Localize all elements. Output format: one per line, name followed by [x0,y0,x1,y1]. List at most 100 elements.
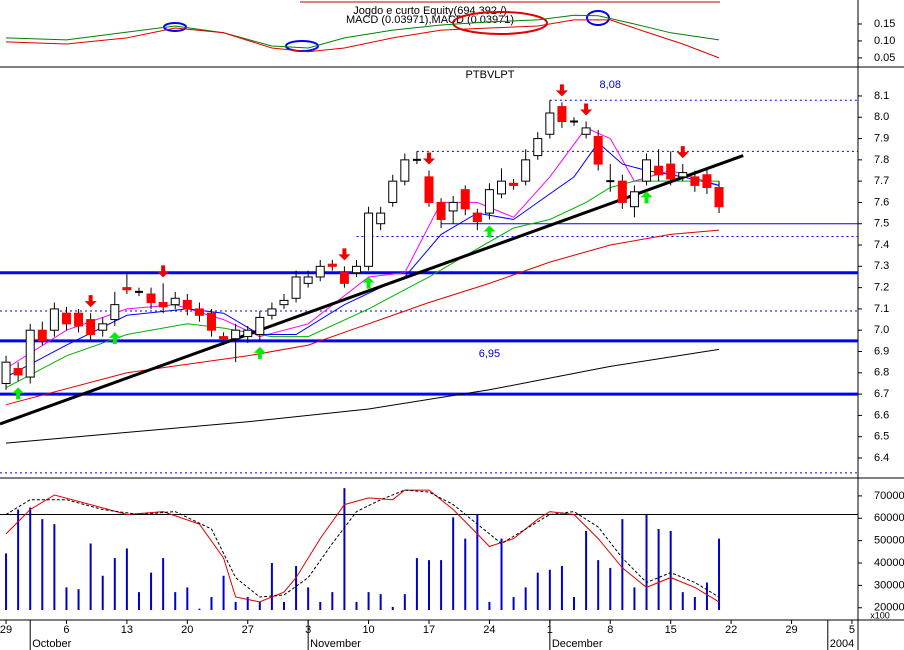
buy-arrow [483,225,496,238]
sell-arrow [423,152,435,165]
y-tick-label: 60000 [874,512,904,524]
x-tick-label: 22 [725,624,737,636]
sell-arrow [676,146,689,159]
y-tick-label: 7.4 [874,239,889,251]
candle-body [629,191,639,208]
series-line [5,348,720,444]
x-tick-label: 29 [0,624,12,636]
annotation: 8,08 [600,79,621,91]
candle-body [25,329,35,378]
buy-arrow [12,387,25,400]
candle-body [424,176,434,203]
sell-arrow [555,84,568,97]
macd-subtitle: MACD (0.03971),MACD (0.03971) [346,14,514,26]
buy-arrow [108,331,121,344]
candle-body [642,159,652,182]
sell-arrow [338,248,351,261]
candle-body [61,312,71,325]
y-tick-label: 7.7 [874,175,889,187]
y-tick-label: 7.1 [874,303,889,315]
candle-body [460,189,470,210]
y-tick-label: 7.8 [874,154,889,166]
x-tick-label: 13 [121,624,133,636]
sell-arrow [84,295,97,308]
candle-body [315,265,325,278]
series-line [5,229,720,406]
candle-body [400,159,410,182]
x-tick-label: 15 [665,624,677,636]
sell-arrow [580,103,593,116]
candle-body [1,361,11,384]
candle-body [86,319,96,335]
x-tick-label: 17 [423,624,435,636]
candle-body [364,212,374,267]
y-tick-label: 7.0 [874,324,889,336]
candle-body [158,302,168,308]
month-label: December [552,638,603,650]
y-tick-label: 6.6 [874,409,889,421]
y-tick-label: 6.5 [874,431,889,443]
y-tick-label: 6.4 [874,452,889,464]
candle-body [351,265,361,274]
candle-body [182,299,192,310]
candle-body [327,263,337,267]
x-tick-label: 6 [63,624,69,636]
x-tick-label: 20 [181,624,193,636]
candle-body [497,180,507,195]
candle-body [714,187,724,208]
candle-body [678,172,688,178]
x-tick-label: 10 [362,624,374,636]
candle-body [49,308,59,331]
candle-body [484,189,494,214]
candle-body [388,180,398,203]
candle-body [666,163,676,180]
x-tick-label: 8 [607,624,613,636]
candle-body [231,329,241,340]
candle-body [702,174,712,189]
candle-body [13,368,23,376]
candle-body [74,312,84,327]
annotation: 6,95 [479,348,500,360]
candle-body [448,201,458,212]
y-tick-label: 7.2 [874,282,889,294]
y-tick-label: 8.0 [874,111,889,123]
highlight-ellipse [452,11,548,35]
y-tick-label: 0.15 [874,18,895,30]
candle-body [267,308,277,316]
candle-body [243,329,253,338]
y-tick-label: 6.8 [874,367,889,379]
series-line [5,142,720,378]
candle-body [533,138,543,157]
y-tick-label: 7.9 [874,132,889,144]
y-tick-label: 50000 [874,535,904,547]
price-title: PTBVLPT [466,69,515,81]
candle-body [593,135,603,165]
candle-body [146,293,156,304]
candle-body [436,201,446,220]
candle-body [255,316,265,335]
candle-body [690,176,700,186]
candle-body [472,212,482,223]
candle-body [37,329,47,342]
candle-body [545,112,555,135]
unit-label: x100 [870,610,890,620]
candle-body [303,276,313,284]
candle-body [617,180,627,203]
y-tick-label: 0.10 [874,35,895,47]
candle-body [122,287,132,291]
candle-body [291,276,301,299]
candle-body [339,272,349,284]
sell-arrow [157,265,170,278]
y-tick-label: 30000 [874,579,904,591]
candle-body [557,106,567,123]
y-tick-label: 40000 [874,557,904,569]
buy-arrow [640,191,653,204]
candle-body [110,304,120,321]
x-tick-label: 29 [785,624,797,636]
month-label: November [310,638,361,650]
candle-body [206,312,216,331]
candle-body [581,127,591,135]
buy-arrow [362,276,375,289]
